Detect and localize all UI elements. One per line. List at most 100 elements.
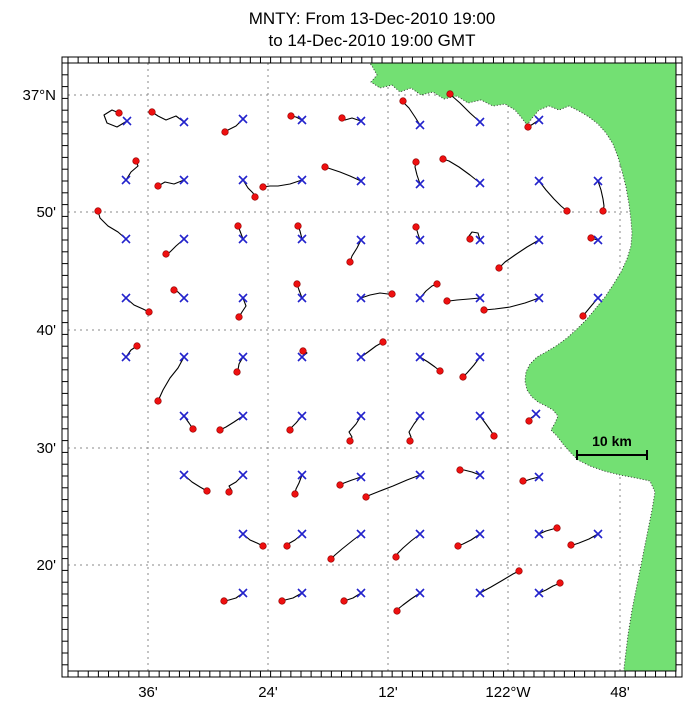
release-x-marker (475, 178, 485, 188)
drifter-position-dot (456, 466, 464, 474)
drifter-position-dot (388, 290, 396, 298)
release-x-marker (593, 529, 603, 539)
release-x-marker (593, 176, 603, 186)
release-x-marker (238, 293, 248, 303)
drifter-position-dot (379, 338, 387, 346)
drifter-position-dot (286, 426, 294, 434)
drifter-track (262, 179, 303, 188)
y-axis-label: 37°N (22, 87, 56, 104)
drifter-position-dot (154, 182, 162, 190)
drifter-position-dot (259, 542, 267, 550)
release-x-marker (475, 293, 485, 303)
y-axis-label: 30' (36, 440, 56, 457)
x-axis-label: 12' (378, 684, 398, 701)
release-x-marker (297, 293, 307, 303)
drifter-track (330, 533, 362, 560)
release-x-marker (121, 293, 131, 303)
release-x-marker (179, 175, 189, 185)
release-x-marker (534, 176, 544, 186)
drifter-position-dot (145, 308, 153, 316)
drifter-position-dot (556, 579, 564, 587)
release-x-marker (297, 470, 307, 480)
drifter-position-dot (94, 207, 102, 215)
drifter-position-dot (294, 222, 302, 230)
drifter-position-dot (519, 477, 527, 485)
drifter-track (538, 180, 568, 212)
drifter-track (360, 292, 393, 299)
release-x-marker (297, 115, 307, 125)
release-x-marker (534, 588, 544, 598)
scale-bar-label: 10 km (592, 433, 632, 449)
drifter-track (151, 111, 185, 123)
drifter-position-dot (154, 397, 162, 405)
drifter-position-dot (233, 368, 241, 376)
drifter-track (479, 570, 520, 594)
release-x-marker (238, 529, 248, 539)
drifter-position-dot (490, 432, 498, 440)
release-x-marker (121, 352, 131, 362)
axis-labels: 37°N 50' 40' 30' 20' 36' 24' 12' 122°W 48' (22, 87, 629, 701)
release-x-marker (297, 588, 307, 598)
release-x-marker (475, 235, 485, 245)
release-x-marker (475, 529, 485, 539)
drifter-track (97, 210, 127, 240)
x-axis-label: 36' (138, 684, 158, 701)
release-x-marker (415, 529, 425, 539)
drifter-position-dot (459, 373, 467, 381)
drifter-position-dot (299, 347, 307, 355)
drifter-position-dot (412, 223, 420, 231)
release-x-marker (534, 529, 544, 539)
drifter-position-dot (406, 437, 414, 445)
drifter-position-dot (563, 207, 571, 215)
release-x-marker (415, 352, 425, 362)
release-x-marker (593, 293, 603, 303)
drifter-position-dot (399, 97, 407, 105)
drifter-position-dot (524, 123, 532, 131)
drifter-position-dot (599, 207, 607, 215)
drifter-position-dot (259, 183, 267, 191)
drifter-position-dot (443, 297, 451, 305)
release-x-marker (415, 179, 425, 189)
release-x-marker (534, 235, 544, 245)
drifter-tracks (97, 93, 605, 612)
release-x-marker (297, 411, 307, 421)
release-x-marker (238, 470, 248, 480)
release-x-marker (297, 175, 307, 185)
release-x-marker (415, 293, 425, 303)
drifter-track (483, 297, 540, 311)
drifter-position-dot (170, 286, 178, 294)
drifter-position-dot (454, 542, 462, 550)
release-x-marker (415, 588, 425, 598)
release-x-marker (238, 234, 248, 244)
drifter-position-dot (412, 158, 420, 166)
drifter-track (498, 239, 540, 269)
drifter-position-dot (216, 426, 224, 434)
drifter-position-dot (495, 264, 503, 272)
drifter-position-dot (515, 567, 523, 575)
drifter-position-dot (148, 108, 156, 116)
release-x-marker (179, 293, 189, 303)
drifter-position-dot (283, 542, 291, 550)
release-x-marker (356, 352, 366, 362)
drifter-position-dot (234, 222, 242, 230)
release-x-marker (297, 234, 307, 244)
drifter-position-dot (225, 488, 233, 496)
release-x-marker (356, 411, 366, 421)
drifter-position-dot (291, 490, 299, 498)
x-axis-label: 48' (610, 684, 630, 701)
release-x-marker (356, 472, 366, 482)
drifter-position-dot (162, 250, 170, 258)
release-x-marker (475, 588, 485, 598)
release-x-marker (531, 409, 541, 419)
release-x-marker (415, 411, 425, 421)
drifter-track (324, 166, 362, 182)
drifter-track (348, 415, 362, 442)
release-x-marker (297, 352, 307, 362)
release-x-marker (179, 117, 189, 127)
drifter-track (408, 415, 421, 442)
release-markers (121, 114, 603, 598)
drifter-position-dot (251, 193, 259, 201)
drifter-position-dot (278, 597, 286, 605)
drifter-position-dot (466, 235, 474, 243)
figure-title-line-2: to 14-Dec-2010 19:00 GMT (269, 31, 476, 50)
